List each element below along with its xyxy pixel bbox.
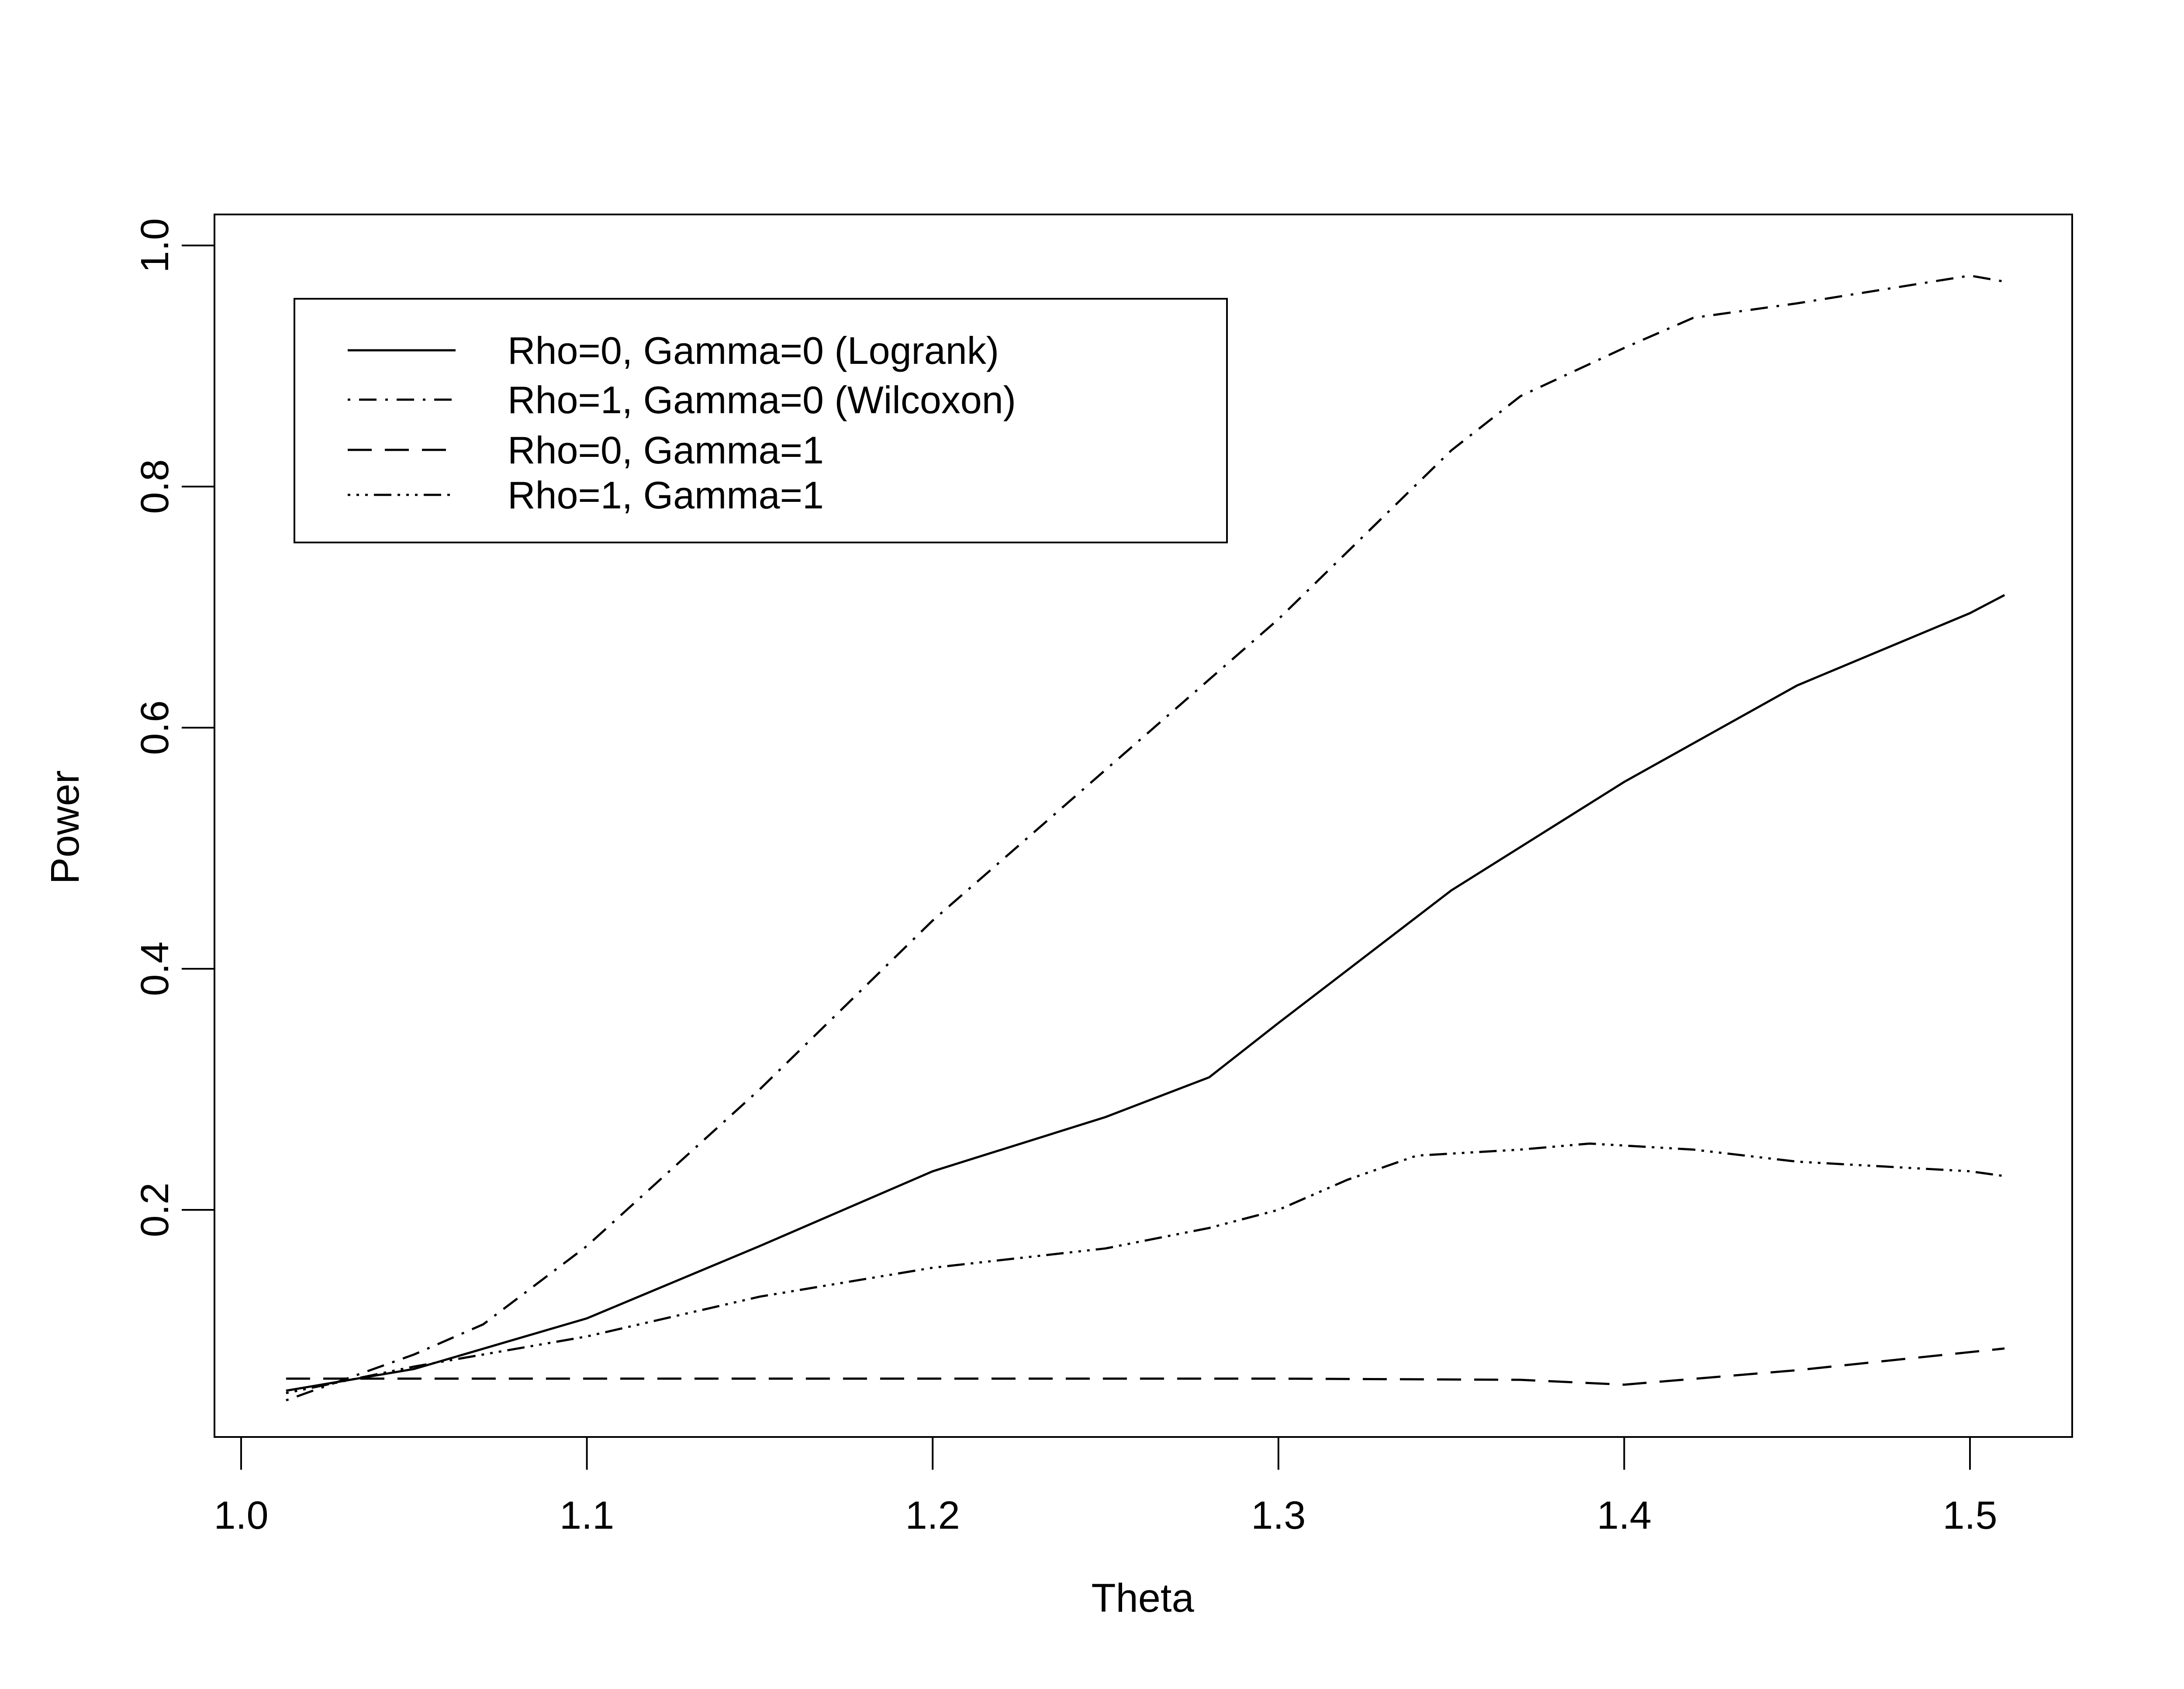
x-tick-label: 1.5	[1942, 1494, 1997, 1537]
x-tick-label: 1.0	[214, 1494, 268, 1537]
series-line-1	[286, 594, 2005, 1392]
y-tick-label: 0.8	[133, 459, 177, 514]
x-tick-label: 1.4	[1597, 1494, 1652, 1537]
x-tick-label: 1.1	[560, 1494, 614, 1537]
x-axis-title: Theta	[1091, 1576, 1194, 1620]
y-tick-label: 0.6	[133, 700, 177, 755]
plot-frame	[214, 214, 2073, 1438]
y-tick-label: 1.0	[133, 218, 177, 273]
legend-box	[294, 298, 1228, 543]
series-line-4	[286, 1142, 2005, 1394]
legend-label: Rho=0, Gamma=1	[508, 428, 824, 472]
legend-label: Rho=0, Gamma=0 (Logrank)	[508, 329, 999, 372]
legend-label: Rho=1, Gamma=1	[508, 473, 824, 517]
series-line-2	[286, 274, 2005, 1402]
x-tick-label: 1.3	[1251, 1494, 1306, 1537]
legend-label: Rho=1, Gamma=0 (Wilcoxon)	[508, 378, 1016, 421]
y-tick-label: 0.2	[133, 1182, 177, 1237]
y-tick-label: 0.4	[133, 941, 177, 996]
x-tick-label: 1.2	[905, 1494, 960, 1537]
legend: Rho=0, Gamma=0 (Logrank) Rho=1, Gamma=0 (…	[294, 298, 1228, 543]
series-line-3	[286, 1347, 2005, 1386]
y-axis-title: Power	[43, 770, 87, 884]
